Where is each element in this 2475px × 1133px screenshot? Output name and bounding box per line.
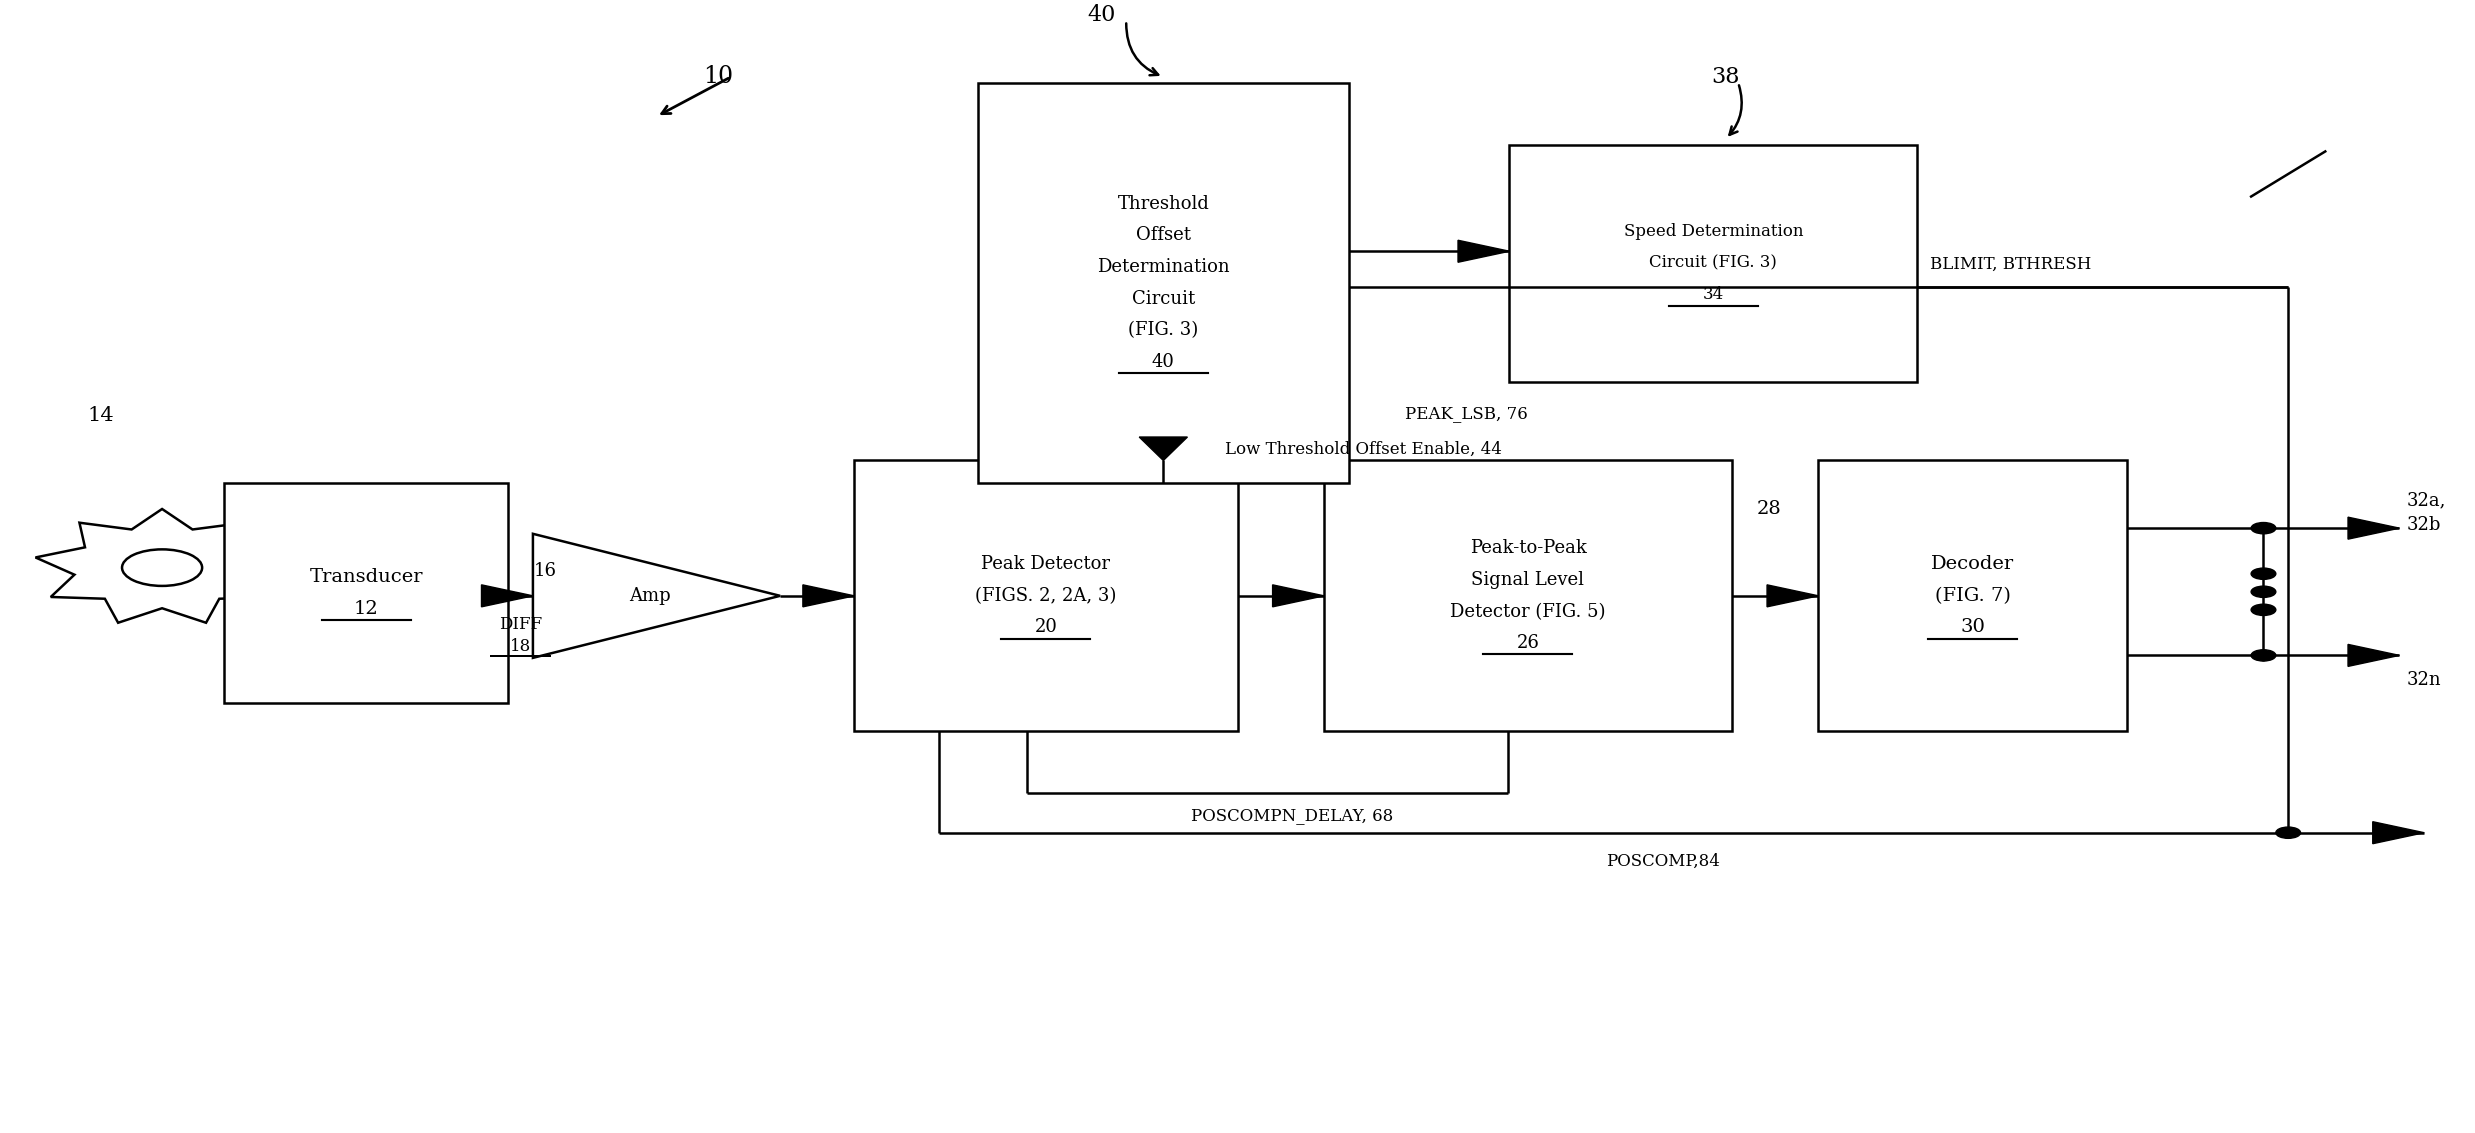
Text: 32a,: 32a, [2406,491,2445,509]
Polygon shape [1272,585,1324,607]
Polygon shape [1138,437,1188,460]
FancyBboxPatch shape [854,460,1238,731]
Text: Circuit: Circuit [1131,290,1195,308]
Text: 20: 20 [1035,619,1057,637]
Text: Threshold: Threshold [1116,195,1210,213]
Circle shape [2252,568,2277,579]
Polygon shape [1767,585,1819,607]
FancyBboxPatch shape [978,83,1349,483]
Circle shape [2252,522,2277,534]
Text: 18: 18 [510,638,532,655]
Text: Transducer: Transducer [309,569,423,586]
Text: DIFF: DIFF [500,615,542,632]
Text: 12: 12 [354,599,379,617]
Text: Speed Determination: Speed Determination [1624,223,1804,240]
Text: Peak Detector: Peak Detector [983,555,1111,573]
Circle shape [2277,827,2302,838]
Text: Detector (FIG. 5): Detector (FIG. 5) [1450,603,1606,621]
Circle shape [2252,604,2277,615]
Text: Determination: Determination [1096,258,1230,276]
Text: BLIMIT, BTHRESH: BLIMIT, BTHRESH [1930,256,2091,273]
Text: (FIG. 7): (FIG. 7) [1935,587,2010,605]
Text: Amp: Amp [629,587,671,605]
Text: (FIG. 3): (FIG. 3) [1129,321,1198,339]
Text: 40: 40 [1151,352,1176,370]
Text: 34: 34 [1703,287,1725,304]
Text: 14: 14 [87,406,114,425]
Text: Low Threshold Offset Enable, 44: Low Threshold Offset Enable, 44 [1225,441,1502,458]
Circle shape [2252,649,2277,661]
Text: 40: 40 [1087,3,1116,26]
Circle shape [2252,586,2277,597]
Text: Peak-to-Peak: Peak-to-Peak [1470,539,1586,557]
FancyBboxPatch shape [223,483,507,702]
Polygon shape [2349,645,2398,666]
Text: POSCOMP,84: POSCOMP,84 [1606,852,1720,869]
Text: 38: 38 [1713,66,1740,88]
Text: Decoder: Decoder [1930,555,2015,573]
Polygon shape [1458,240,1510,262]
Text: Offset: Offset [1136,227,1190,245]
Text: 28: 28 [1757,500,1782,518]
Text: 32b: 32b [2406,516,2440,534]
Text: 26: 26 [1517,634,1539,653]
Text: POSCOMPN_DELAY, 68: POSCOMPN_DELAY, 68 [1190,808,1393,825]
Polygon shape [483,585,532,607]
Text: Signal Level: Signal Level [1473,571,1584,589]
Text: 32n: 32n [2406,671,2440,689]
Text: 16: 16 [535,562,557,580]
Text: (FIGS. 2, 2A, 3): (FIGS. 2, 2A, 3) [975,587,1116,605]
Text: PEAK_LSB, 76: PEAK_LSB, 76 [1406,404,1527,421]
Polygon shape [2349,517,2398,539]
Text: 30: 30 [1960,619,1985,637]
Text: Circuit (FIG. 3): Circuit (FIG. 3) [1648,255,1777,272]
Text: 10: 10 [703,66,733,88]
Polygon shape [2374,821,2423,844]
Polygon shape [802,585,854,607]
FancyBboxPatch shape [1324,460,1732,731]
FancyBboxPatch shape [1819,460,2128,731]
FancyBboxPatch shape [1510,145,1918,382]
